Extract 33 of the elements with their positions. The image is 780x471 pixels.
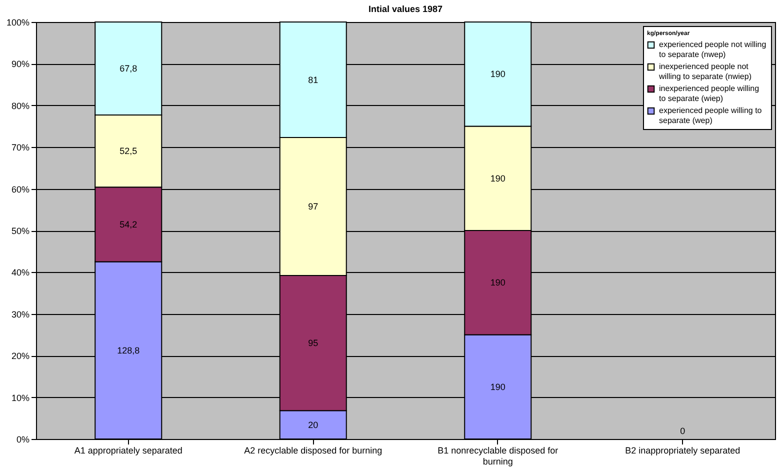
x-tick-label: B1 nonrecyclable disposed for burning [438,446,558,466]
x-tick-label: B2 inappropriately separated [625,446,740,456]
annotation: 190 [490,173,506,184]
y-tick-label: 100% [6,18,30,28]
legend-label: experienced people willing to separate (wep) [659,106,762,125]
x-tick-label: A1 appropriately separated [74,446,182,456]
legend-label: inexperienced people willing to separate (wiep) [659,84,760,103]
annotation: 54,2 [120,219,138,230]
annotation: 81 [308,74,318,85]
annotation: 190 [490,278,506,288]
y-tick-label: 80% [11,100,30,111]
annotation: 190 [490,382,506,392]
y-tick-label: 60% [11,184,30,194]
y-tick-label: 0% [16,434,30,444]
y-tick-label: 10% [11,392,30,403]
annotation: 95 [308,338,318,348]
y-tick-label: 20% [11,351,30,362]
chart-title: Intial values 1987 [368,4,443,14]
y-tick-label: 90% [11,59,30,70]
annotation: 97 [308,202,318,212]
y-tick-label: 50% [11,226,30,236]
annotation: 67,8 [120,63,138,74]
annotation: 0 [680,426,686,436]
y-tick-label: 40% [11,268,30,278]
x-tick-label: A2 recyclable disposed for burning [244,446,382,456]
annotation: 52,5 [120,146,138,156]
legend-label: inexperienced people not willing to separate (nwiep) [658,62,752,81]
annotation: 128,8 [117,345,140,356]
y-tick-label: 70% [11,142,30,153]
annotation: 190 [490,69,506,80]
annotation: 20 [308,420,318,430]
legend-label: experienced people not willing to separate (nwep) [659,40,766,59]
y-tick-label: 30% [11,309,30,320]
